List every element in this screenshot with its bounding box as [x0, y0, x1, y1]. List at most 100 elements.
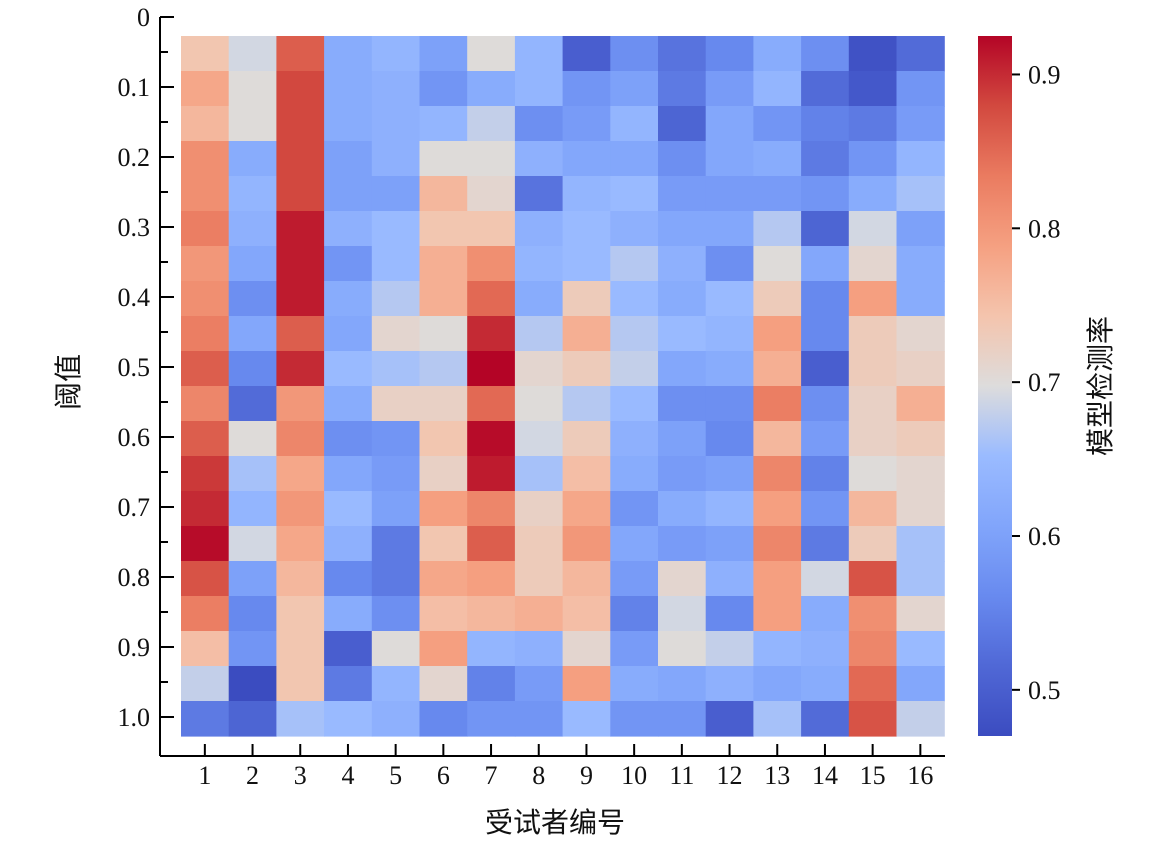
heatmap-cell	[610, 561, 659, 597]
heatmap-cell	[514, 666, 564, 702]
heatmap-cell	[801, 71, 850, 107]
x-tick-label: 16	[907, 761, 933, 790]
heatmap-cell	[228, 246, 277, 282]
heatmap-cell	[419, 106, 468, 142]
y-tick-label: 0.6	[118, 423, 151, 452]
heatmap-cell	[228, 316, 277, 352]
heatmap-cell	[705, 176, 754, 212]
heatmap-cell	[228, 71, 277, 107]
heatmap-cell	[801, 351, 850, 387]
heatmap-cell	[514, 701, 564, 737]
heatmap-cell	[562, 701, 611, 737]
heatmap-cell	[801, 36, 850, 72]
heatmap-cell	[896, 386, 945, 422]
heatmap-cell	[896, 141, 945, 177]
heatmap-cell	[371, 701, 421, 737]
heatmap-cell	[181, 71, 230, 107]
heatmap-cell	[705, 351, 754, 387]
heatmap-cell	[371, 526, 421, 562]
heatmap-cell	[324, 596, 373, 632]
heatmap-cell	[658, 71, 707, 107]
heatmap-cell	[801, 631, 850, 667]
heatmap-cell	[610, 386, 659, 422]
heatmap-cell	[276, 246, 325, 282]
heatmap-cell	[848, 351, 898, 387]
heatmap-cell	[228, 141, 277, 177]
heatmap-cell	[562, 351, 611, 387]
heatmap-cell	[419, 526, 468, 562]
heatmap-cell	[228, 386, 277, 422]
heatmap-cell	[848, 211, 898, 247]
heatmap-cell	[896, 701, 945, 737]
heatmap-cell	[848, 631, 898, 667]
heatmap-cell	[753, 456, 802, 492]
heatmap-cell	[467, 456, 516, 492]
heatmap-cell	[514, 281, 564, 317]
heatmap-cell	[658, 666, 707, 702]
heatmap-cell	[896, 211, 945, 247]
heatmap-cell	[276, 141, 325, 177]
axes	[159, 17, 945, 757]
heatmap-cell	[324, 491, 373, 527]
heatmap-cell	[276, 281, 325, 317]
heatmap-cell	[753, 351, 802, 387]
heatmap-cell	[276, 491, 325, 527]
heatmap-cell	[324, 561, 373, 597]
heatmap-cell	[753, 421, 802, 457]
y-tick-label: 1.0	[118, 703, 151, 732]
heatmap-cell	[419, 71, 468, 107]
heatmap-cell	[753, 526, 802, 562]
colorbar	[978, 36, 1012, 736]
heatmap-cell	[705, 106, 754, 142]
heatmap-cell	[658, 421, 707, 457]
heatmap-cell	[276, 316, 325, 352]
heatmap-cell	[181, 386, 230, 422]
heatmap-cell	[753, 36, 802, 72]
heatmap-cell	[753, 561, 802, 597]
heatmap-cell	[896, 491, 945, 527]
heatmap-cell	[514, 386, 564, 422]
heatmap-cell	[610, 176, 659, 212]
heatmap-cell	[848, 491, 898, 527]
heatmap-cell	[610, 106, 659, 142]
heatmap-cell	[658, 561, 707, 597]
heatmap-cell	[419, 596, 468, 632]
heatmap-cell	[514, 246, 564, 282]
heatmap-cell	[276, 36, 325, 72]
heatmap-cell	[658, 281, 707, 317]
heatmap-cell	[228, 561, 277, 597]
heatmap-cell	[324, 71, 373, 107]
heatmap-cell	[419, 421, 468, 457]
heatmap-cell	[514, 211, 564, 247]
x-tick-label: 10	[621, 761, 647, 790]
heatmap-cell	[228, 36, 277, 72]
heatmap-cell	[562, 596, 611, 632]
heatmap-cell	[610, 316, 659, 352]
heatmap-cell	[514, 421, 564, 457]
heatmap-cell	[371, 491, 421, 527]
x-tick-label: 14	[812, 761, 838, 790]
heatmap-cell	[801, 176, 850, 212]
heatmap-cell	[658, 106, 707, 142]
heatmap-cell	[562, 526, 611, 562]
heatmap-cell	[467, 596, 516, 632]
heatmap-cell	[753, 211, 802, 247]
heatmap-cell	[801, 211, 850, 247]
heatmap-cell	[562, 666, 611, 702]
heatmap-cell	[896, 351, 945, 387]
heatmap-cell	[705, 631, 754, 667]
heatmap-cell	[467, 36, 516, 72]
heatmap-cell	[705, 526, 754, 562]
y-tick-label: 0.3	[118, 213, 151, 242]
heatmap-cell	[753, 141, 802, 177]
heatmap-cell	[324, 246, 373, 282]
heatmap-cell	[562, 281, 611, 317]
heatmap-cell	[324, 176, 373, 212]
heatmap-cell	[228, 631, 277, 667]
heatmap-cell	[514, 491, 564, 527]
heatmap-cell	[658, 456, 707, 492]
heatmap-cell	[514, 141, 564, 177]
heatmap-cell	[896, 666, 945, 702]
heatmap-cell	[658, 491, 707, 527]
